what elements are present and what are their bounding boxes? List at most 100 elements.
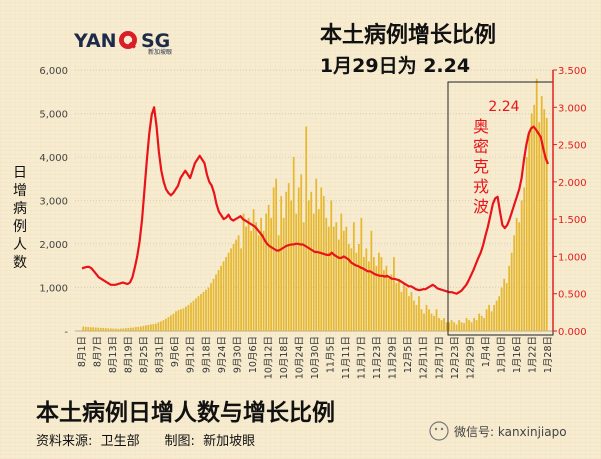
- x-tick-label: 11月17日: [357, 336, 368, 379]
- x-tick-label: 9月12日: [186, 336, 197, 373]
- bar: [455, 324, 458, 331]
- right-tick-label: 2.500: [558, 141, 587, 152]
- logo-sub: 新加坡眼: [148, 48, 172, 56]
- bar: [440, 320, 443, 331]
- x-tick-label: 12月29日: [465, 336, 476, 379]
- bar: [375, 265, 378, 331]
- bar: [525, 157, 528, 331]
- bar: [295, 213, 298, 331]
- bar: [330, 200, 333, 331]
- x-tick-label: 1月16日: [512, 336, 523, 373]
- bar: [355, 252, 358, 331]
- bar: [380, 257, 383, 331]
- x-tick-label: 12月17日: [434, 336, 445, 379]
- bar: [478, 313, 480, 331]
- watermark-text: 微信号: kanxinjiapo: [454, 425, 567, 439]
- bar: [443, 317, 445, 331]
- bar: [378, 252, 380, 331]
- bar: [430, 313, 433, 331]
- x-tick-label: 10月18日: [279, 336, 290, 379]
- bar: [352, 222, 355, 331]
- right-tick-label: 2.000: [558, 178, 587, 189]
- right-axis-ticks: 3.500 3.000 2.500 2.000 1.500 1.000 0.500 0.000: [558, 66, 587, 338]
- x-tick-label: 1月22日: [527, 336, 538, 373]
- bar: [225, 257, 227, 331]
- bar: [172, 313, 175, 331]
- x-tick-label: 8月1日: [77, 336, 88, 367]
- bar: [342, 230, 345, 331]
- bar: [425, 304, 428, 331]
- x-tick-label: 9月24日: [217, 336, 228, 373]
- right-tick-label: 3.000: [558, 103, 587, 114]
- bar: [152, 324, 155, 331]
- bar: [89, 327, 92, 331]
- bar: [190, 302, 192, 331]
- x-axis-ticks: 8月1日 8月7日 8月13日 8月19日 8月25日 8月31日 9月6日 9月12日 9月1…: [77, 336, 554, 379]
- bar: [533, 104, 536, 331]
- bar: [247, 217, 250, 331]
- bar: [332, 226, 335, 331]
- bar: [197, 296, 200, 331]
- bar: [182, 308, 185, 331]
- bar: [345, 226, 348, 331]
- bar: [240, 248, 242, 331]
- bar: [448, 322, 450, 331]
- wechat-watermark: 微信号: kanxinjiapo: [429, 421, 567, 441]
- bar: [468, 320, 470, 331]
- bar: [458, 320, 460, 331]
- x-tick-label: 11月5日: [326, 336, 337, 373]
- bar: [287, 183, 290, 331]
- bar: [285, 191, 288, 331]
- x-tick-label: 9月18日: [201, 336, 212, 373]
- bar: [312, 213, 315, 331]
- left-tick-label: 6,000: [39, 66, 68, 77]
- logo-text-2: SG: [141, 30, 170, 52]
- bar: [305, 126, 308, 331]
- bar: [277, 235, 280, 331]
- bar: [195, 298, 197, 331]
- bar: [505, 283, 508, 331]
- left-tick-label: 2,000: [39, 240, 68, 251]
- bar: [465, 317, 468, 331]
- bar: [265, 213, 268, 331]
- x-tick-label: 8月19日: [124, 336, 135, 373]
- annotation-omicron-wave: 奥密克戎波: [473, 117, 489, 216]
- bar: [127, 327, 130, 331]
- bar: [97, 327, 100, 331]
- x-tick-label: 8月7日: [93, 336, 104, 367]
- bar: [493, 304, 496, 331]
- logo-text-1: YAN: [73, 30, 117, 52]
- bar: [122, 328, 125, 331]
- bar: [267, 204, 270, 331]
- bar: [400, 291, 403, 331]
- bar: [503, 278, 506, 331]
- bar: [453, 322, 455, 331]
- bar: [350, 248, 353, 331]
- bar: [460, 322, 463, 331]
- bar: [297, 187, 300, 331]
- bar: [327, 226, 330, 331]
- bar: [272, 187, 275, 331]
- bar: [362, 257, 365, 331]
- bar: [528, 130, 531, 331]
- bar: [217, 270, 220, 331]
- x-tick-label: 1月4日: [481, 336, 492, 367]
- bar: [92, 327, 95, 331]
- x-tick-label: 10月6日: [248, 336, 259, 373]
- bar: [282, 217, 285, 331]
- bar: [307, 200, 310, 331]
- bar: [415, 304, 418, 331]
- bar: [150, 324, 152, 331]
- bar: [388, 278, 390, 331]
- bar: [250, 230, 252, 331]
- bar: [543, 109, 546, 332]
- bar: [405, 287, 408, 331]
- bar: [275, 178, 278, 331]
- bar: [513, 235, 516, 331]
- bar: [215, 274, 217, 331]
- bar: [390, 274, 393, 331]
- bar: [322, 196, 325, 331]
- bar: [192, 300, 195, 331]
